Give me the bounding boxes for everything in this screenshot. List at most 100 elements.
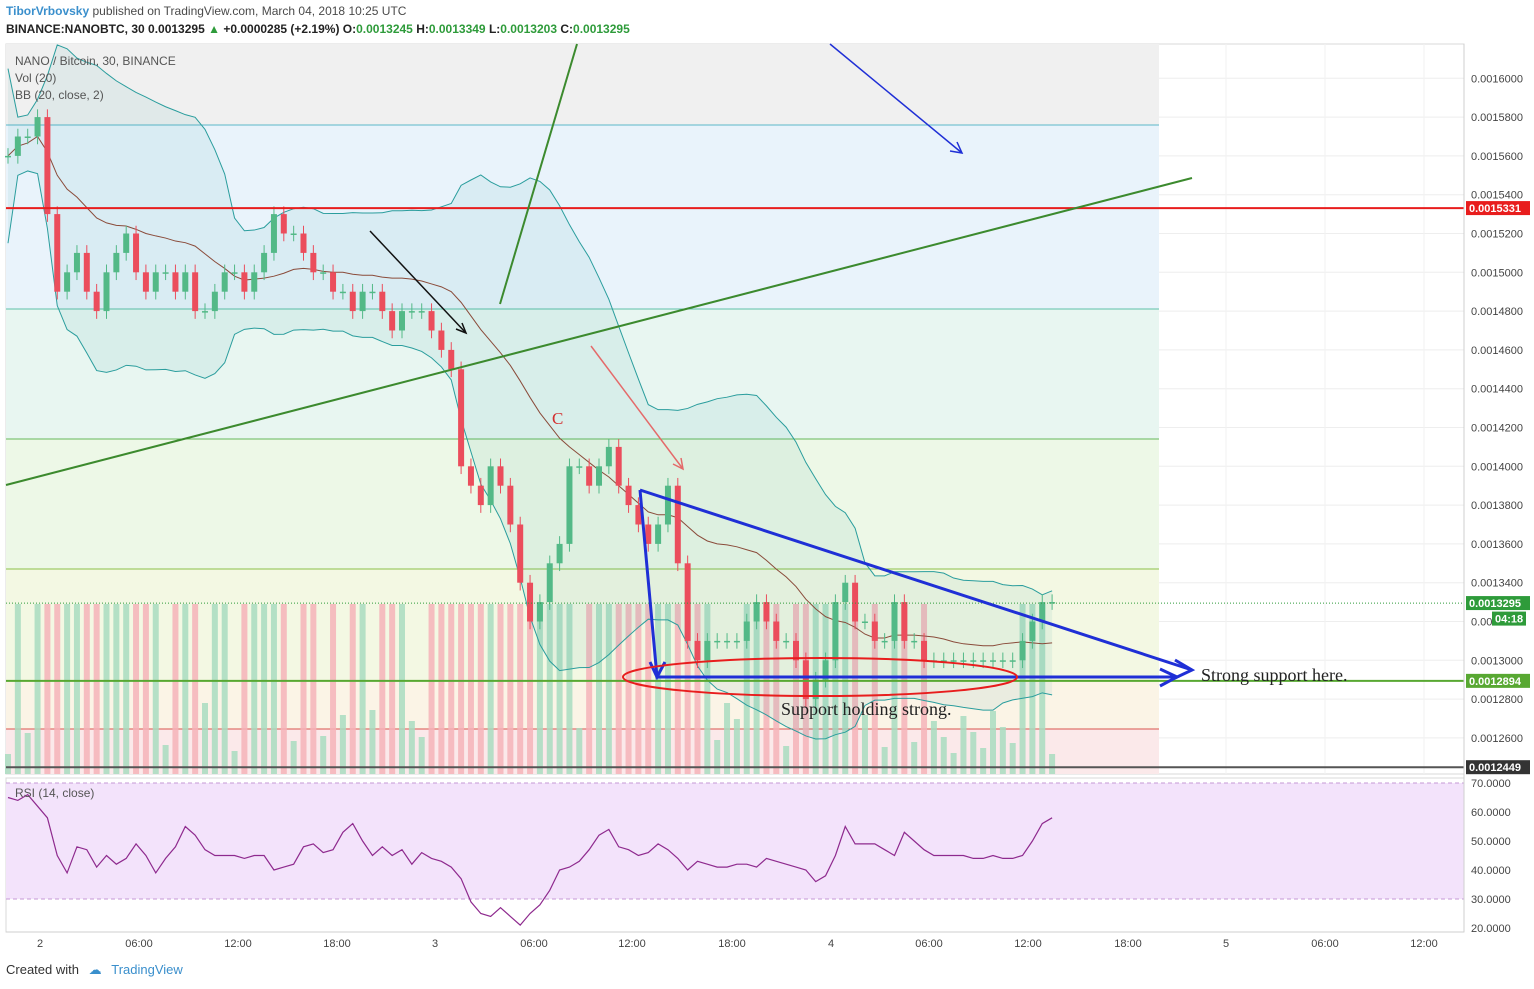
volume-bar [280, 604, 287, 774]
rsi-axis[interactable]: 70.0000 60.0000 50.0000 40.0000 30.0000 20.00… [1471, 778, 1511, 935]
price-tick-label: 0.0015200 [1471, 229, 1523, 241]
time-tick-label: 4 [828, 938, 834, 950]
candle [694, 640, 701, 661]
volume-bar [536, 604, 543, 774]
volume-bar [527, 604, 534, 774]
tradingview-icon[interactable]: ☁ [88, 962, 102, 977]
candle [458, 369, 465, 467]
volume-bar [202, 703, 208, 774]
time-axis[interactable]: 2 06:00 12:00 18:00 3 06:00 12:00 18:00 4 06:00 12… [6, 931, 1464, 950]
candle [487, 466, 494, 506]
volume-bar [182, 604, 189, 774]
horizontal-levels [6, 207, 1464, 769]
volume-bar [793, 604, 799, 774]
candle [103, 272, 110, 312]
volume-bar [408, 721, 415, 774]
volume-bar [852, 604, 859, 774]
price-tick-label: 0.0014800 [1471, 306, 1523, 318]
price-tag-label: 0.0012449 [1469, 762, 1521, 774]
low-label: L: [488, 22, 501, 36]
price-tag [1466, 596, 1530, 611]
volume-bar [990, 711, 996, 774]
brand-link[interactable]: TradingView [111, 962, 183, 977]
volume-bar [950, 753, 957, 774]
candle [339, 291, 346, 294]
fib-zones [6, 44, 1159, 774]
volume-bar [999, 727, 1006, 774]
bb-fill [8, 44, 1053, 739]
volume-bar [783, 746, 790, 774]
volume-bar [940, 737, 947, 774]
candle [714, 640, 721, 643]
volume-bar [73, 604, 80, 774]
price-tick-label: 0.0016000 [1471, 73, 1523, 85]
volume-bar [822, 604, 829, 774]
candle [1039, 602, 1046, 622]
volume-bar [133, 604, 140, 774]
candle [901, 602, 908, 641]
volume-bar [743, 604, 750, 774]
fib-zone [6, 309, 1159, 439]
volume-bar [152, 604, 159, 774]
publish-info: TiborVrbovsky published on TradingView.c… [6, 4, 406, 18]
volume-bar [24, 733, 31, 774]
candle [202, 311, 208, 313]
volume-bar [231, 751, 238, 774]
candle [182, 272, 189, 292]
change-up-icon: ▲ [208, 22, 220, 36]
low-value: 0.0013203 [500, 22, 558, 36]
candle [142, 272, 149, 292]
volume-bar [861, 715, 868, 774]
volume-bar [123, 604, 130, 774]
price-tick-label: 0.0015800 [1471, 112, 1523, 124]
candle [911, 640, 918, 643]
time-tick-label: 12:00 [1014, 938, 1042, 950]
volume-bar [694, 604, 701, 774]
volume-bar [330, 604, 337, 774]
volume-bar [586, 604, 593, 774]
candle [832, 602, 839, 661]
candle [586, 466, 593, 486]
volume-bar [724, 703, 731, 774]
candle [310, 252, 317, 273]
volume-bar [64, 604, 71, 774]
candle [566, 466, 573, 544]
author-link[interactable]: TiborVrbovsky [6, 4, 90, 18]
arrow-blue-top [829, 43, 963, 154]
candle [773, 621, 780, 641]
volume-bar [389, 604, 396, 774]
arrow-red [590, 345, 684, 470]
candle [241, 272, 248, 292]
volume-bar [881, 747, 888, 774]
high-label: H: [416, 22, 429, 36]
vol-legend: Vol (20) [15, 71, 57, 85]
price-tags: 0.0015331 0.0013295 04:18 0.0012894 0.001244… [1466, 201, 1530, 775]
candle [448, 349, 455, 370]
candle [330, 272, 337, 292]
volume-bar [93, 604, 100, 774]
close-value: 0.0013295 [573, 22, 630, 36]
candle [211, 291, 218, 312]
high-value: 0.0013349 [428, 22, 486, 36]
volume-bar [704, 604, 711, 774]
fib-zone [6, 125, 1159, 309]
price-axis[interactable]: 0.00160000.00158000.00156000.00154000.00… [1463, 44, 1523, 932]
volume-bar [1019, 604, 1026, 774]
ohlc-header: BINANCE:NANOBTC, 30 0.0013295 ▲ +0.00002… [6, 22, 630, 36]
price-tick-label: 0.0015000 [1471, 267, 1523, 279]
volume-bar [113, 604, 120, 774]
volume-bar [556, 604, 563, 774]
candle [940, 660, 947, 662]
rsi-tick-label: 20.0000 [1471, 923, 1511, 935]
candle [664, 485, 671, 525]
volume-bar [891, 604, 898, 774]
created-with: Created with [6, 962, 79, 977]
candle [576, 466, 583, 468]
candle [113, 252, 120, 273]
price-tick-label: 0.0012800 [1471, 694, 1523, 706]
volume-bar [54, 604, 61, 774]
volume-bar [625, 604, 632, 774]
candle [54, 214, 61, 292]
volume-bar [211, 604, 218, 774]
